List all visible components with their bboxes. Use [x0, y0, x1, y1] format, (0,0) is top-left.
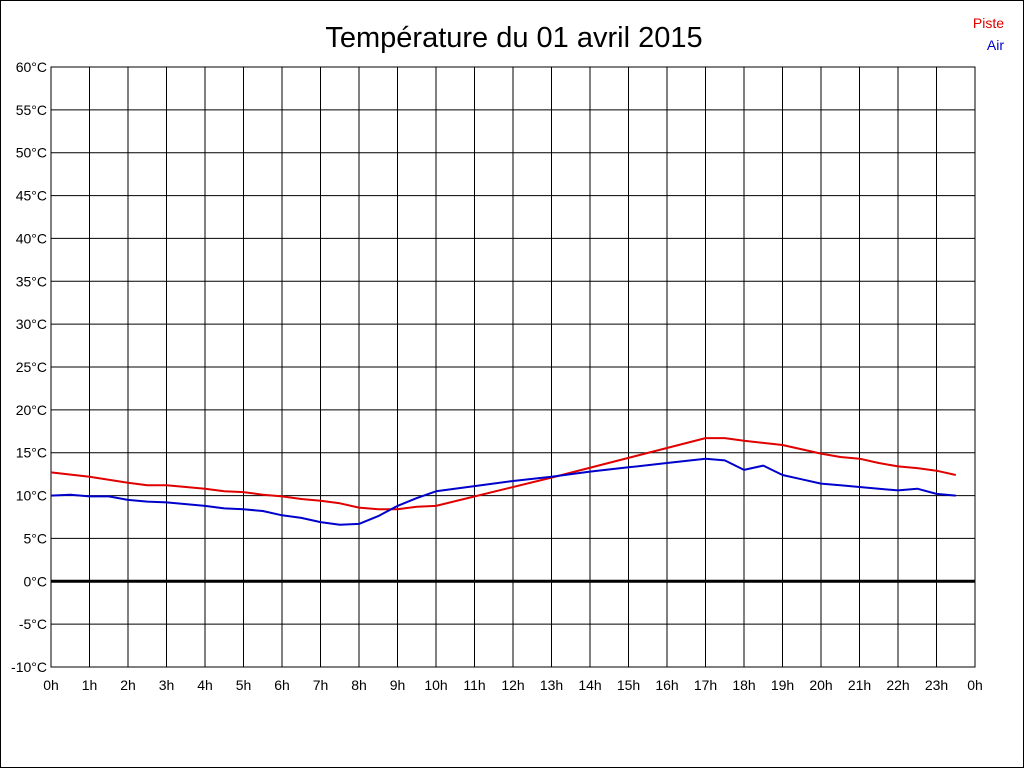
y-tick-label: 40°C [16, 230, 47, 246]
x-tick-label: 16h [655, 677, 678, 693]
y-tick-label: 0°C [24, 573, 48, 589]
x-tick-label: 21h [848, 677, 871, 693]
x-tick-label: 15h [617, 677, 640, 693]
x-tick-label: 8h [351, 677, 367, 693]
y-tick-label: 55°C [16, 102, 47, 118]
x-tick-label: 17h [694, 677, 717, 693]
x-tick-label: 14h [578, 677, 601, 693]
x-tick-label: 4h [197, 677, 213, 693]
x-axis-ticks: 0h 1h 2h 3h 4h 5h 6h 7h 8h 9h 10h 11h 12h 13h 14h 15h 16… [43, 677, 983, 693]
x-tick-label: 5h [236, 677, 252, 693]
x-tick-label: 2h [120, 677, 136, 693]
x-tick-label: 11h [463, 677, 485, 693]
y-tick-label: 30°C [16, 316, 47, 332]
y-tick-label: 50°C [16, 145, 47, 161]
series-line-air [50, 457, 956, 526]
x-tick-label: 18h [732, 677, 755, 693]
series-line-piste [50, 437, 957, 511]
y-tick-label: 20°C [16, 402, 47, 418]
legend-entry-piste: Piste [973, 15, 1004, 31]
x-tick-label: 22h [886, 677, 909, 693]
x-tick-label: 10h [424, 677, 447, 693]
chart-title: Température du 01 avril 2015 [325, 22, 702, 54]
x-tick-label: 0h [43, 677, 59, 693]
y-tick-label: -5°C [19, 616, 47, 632]
x-tick-label: 19h [771, 677, 794, 693]
x-tick-label: 23h [925, 677, 948, 693]
x-tick-label: 20h [809, 677, 832, 693]
x-tick-label: 0h [967, 677, 983, 693]
y-tick-label: 5°C [24, 530, 48, 546]
y-tick-label: 45°C [16, 188, 47, 204]
x-tick-label: 6h [274, 677, 290, 693]
y-tick-label: 10°C [16, 488, 47, 504]
y-tick-label: 25°C [16, 359, 47, 375]
grid [50, 66, 976, 668]
y-tick-label: 15°C [16, 445, 47, 461]
y-tick-label: 60°C [16, 59, 47, 75]
legend: Piste Air [973, 15, 1004, 53]
plot-border [50, 66, 976, 668]
y-tick-label: 35°C [16, 273, 47, 289]
y-axis-ticks: 60°C 55°C 50°C 45°C 40°C 35°C 30°C 25°C 20°C 15°C… [11, 59, 47, 675]
legend-entry-air: Air [987, 37, 1004, 53]
x-tick-label: 7h [313, 677, 329, 693]
x-tick-label: 13h [540, 677, 563, 693]
x-tick-label: 3h [159, 677, 175, 693]
series-lines [50, 437, 957, 526]
x-tick-label: 12h [501, 677, 524, 693]
x-tick-label: 9h [390, 677, 406, 693]
x-tick-label: 1h [82, 677, 98, 693]
y-tick-label: -10°C [11, 659, 47, 675]
